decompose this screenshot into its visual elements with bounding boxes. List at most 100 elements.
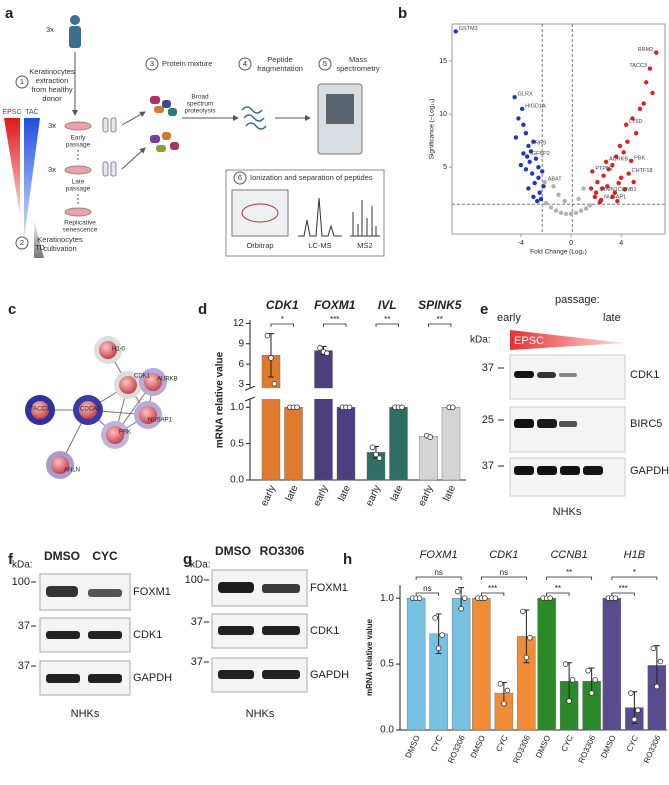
gradient-label: EPSC (514, 335, 544, 347)
person-icon (69, 26, 81, 48)
arrow (121, 147, 146, 170)
gradient-triangle (24, 118, 40, 240)
point (581, 186, 586, 191)
point (613, 154, 619, 159)
panel-label: g (183, 551, 192, 568)
protein-blobs (150, 96, 179, 152)
point (605, 184, 610, 189)
point (622, 187, 628, 192)
x-axis-label: Fold Change (Log₂) (530, 249, 587, 256)
point-label: STMN1 (599, 187, 618, 193)
step-number: 1 (20, 77, 24, 86)
step-text: Protein mixture (162, 59, 212, 68)
point (623, 122, 629, 127)
point-label: IGFBP2 (530, 151, 550, 157)
data-point (520, 608, 526, 615)
significance-bracket (546, 576, 593, 580)
significance-bracket (415, 592, 440, 596)
significance-bracket (323, 323, 347, 327)
point (583, 206, 589, 211)
data-point (592, 677, 598, 683)
data-point (654, 683, 660, 690)
marker-label: 100 (12, 576, 30, 588)
step-text: Peptide (267, 55, 292, 64)
significance-bracket (270, 323, 294, 327)
protein-label: CDK1 (310, 625, 339, 637)
data-point (317, 345, 323, 351)
x-tick-label: DMSO (404, 734, 422, 760)
data-point (585, 667, 591, 674)
network-nodes: H1-0 CDK1 AURKB TACC3 CDCA3 NUSAP1 PBK A… (25, 336, 178, 479)
x-tick-label: RO3306 (446, 733, 467, 764)
node (106, 426, 124, 444)
replicate-count: 3x (48, 165, 56, 174)
lane-label: CYC (92, 549, 118, 563)
data-point (439, 632, 445, 638)
x-tick-label: late (336, 483, 353, 503)
dish-label: passage (66, 142, 91, 149)
point (516, 116, 521, 121)
step-text: Mass (349, 55, 367, 64)
marker-label: 25 (482, 414, 494, 426)
point (528, 149, 534, 154)
node-label: H1-0 (112, 347, 126, 353)
point (617, 143, 623, 149)
bar (441, 407, 461, 481)
significance-label: * (281, 315, 284, 324)
blot-header: passage: (555, 294, 600, 306)
dish-label: Early (71, 135, 87, 142)
point (513, 135, 519, 140)
y-axis-label: mRNA relative value (215, 351, 226, 448)
point-label: CHTF18 (632, 168, 653, 174)
point (538, 196, 544, 202)
method-label: Orbitrap (246, 241, 273, 250)
point (532, 180, 537, 186)
point (535, 198, 540, 204)
significance-label: ** (555, 584, 561, 593)
point (531, 194, 536, 200)
step-text: spectrometry (336, 64, 380, 73)
dish-label: senescence (63, 227, 98, 234)
marker-tick (498, 367, 504, 467)
point (453, 29, 458, 34)
protein-label: FOXM1 (310, 582, 348, 594)
data-point (547, 595, 553, 601)
y-tick-label: 10 (439, 111, 447, 118)
gradient-bar (510, 330, 625, 350)
significance-bracket (428, 323, 452, 327)
lcms-icon (298, 197, 342, 237)
point-label: HIGD1A (525, 103, 546, 109)
data-point (264, 332, 271, 339)
significance-bracket (611, 576, 658, 580)
point (543, 201, 549, 206)
step-number: 6 (238, 173, 242, 182)
bands (46, 586, 122, 683)
orbitrap-icon (241, 203, 279, 223)
y-tick-label: 0.0 (230, 475, 244, 486)
group-name: FOXM1 (314, 298, 356, 312)
x-tick-label: late (284, 483, 301, 503)
point (615, 198, 620, 204)
data-point (523, 654, 530, 661)
y-tick-label: 0.0 (380, 725, 394, 736)
point (578, 208, 584, 213)
point (536, 175, 541, 180)
point (593, 190, 599, 195)
point-label: GLRX (518, 92, 533, 98)
x-tick-label: early (259, 484, 278, 508)
node-label: NUSAP1 (148, 418, 173, 424)
point (610, 194, 615, 200)
x-tick-label: -4 (518, 240, 524, 247)
bands (514, 371, 603, 475)
marker-tick (31, 581, 36, 667)
data-point (373, 451, 379, 458)
y-axis-label: Significance (−Log₁₀) (429, 99, 436, 160)
step-text: spectrum (187, 101, 214, 108)
panel-label: a (5, 5, 14, 22)
marker-tick (204, 579, 209, 663)
marker-label: 37 (191, 656, 203, 668)
replicate-count: 3x (48, 121, 56, 130)
point (521, 122, 526, 127)
step-number: 5 (323, 59, 327, 68)
point (590, 169, 595, 174)
